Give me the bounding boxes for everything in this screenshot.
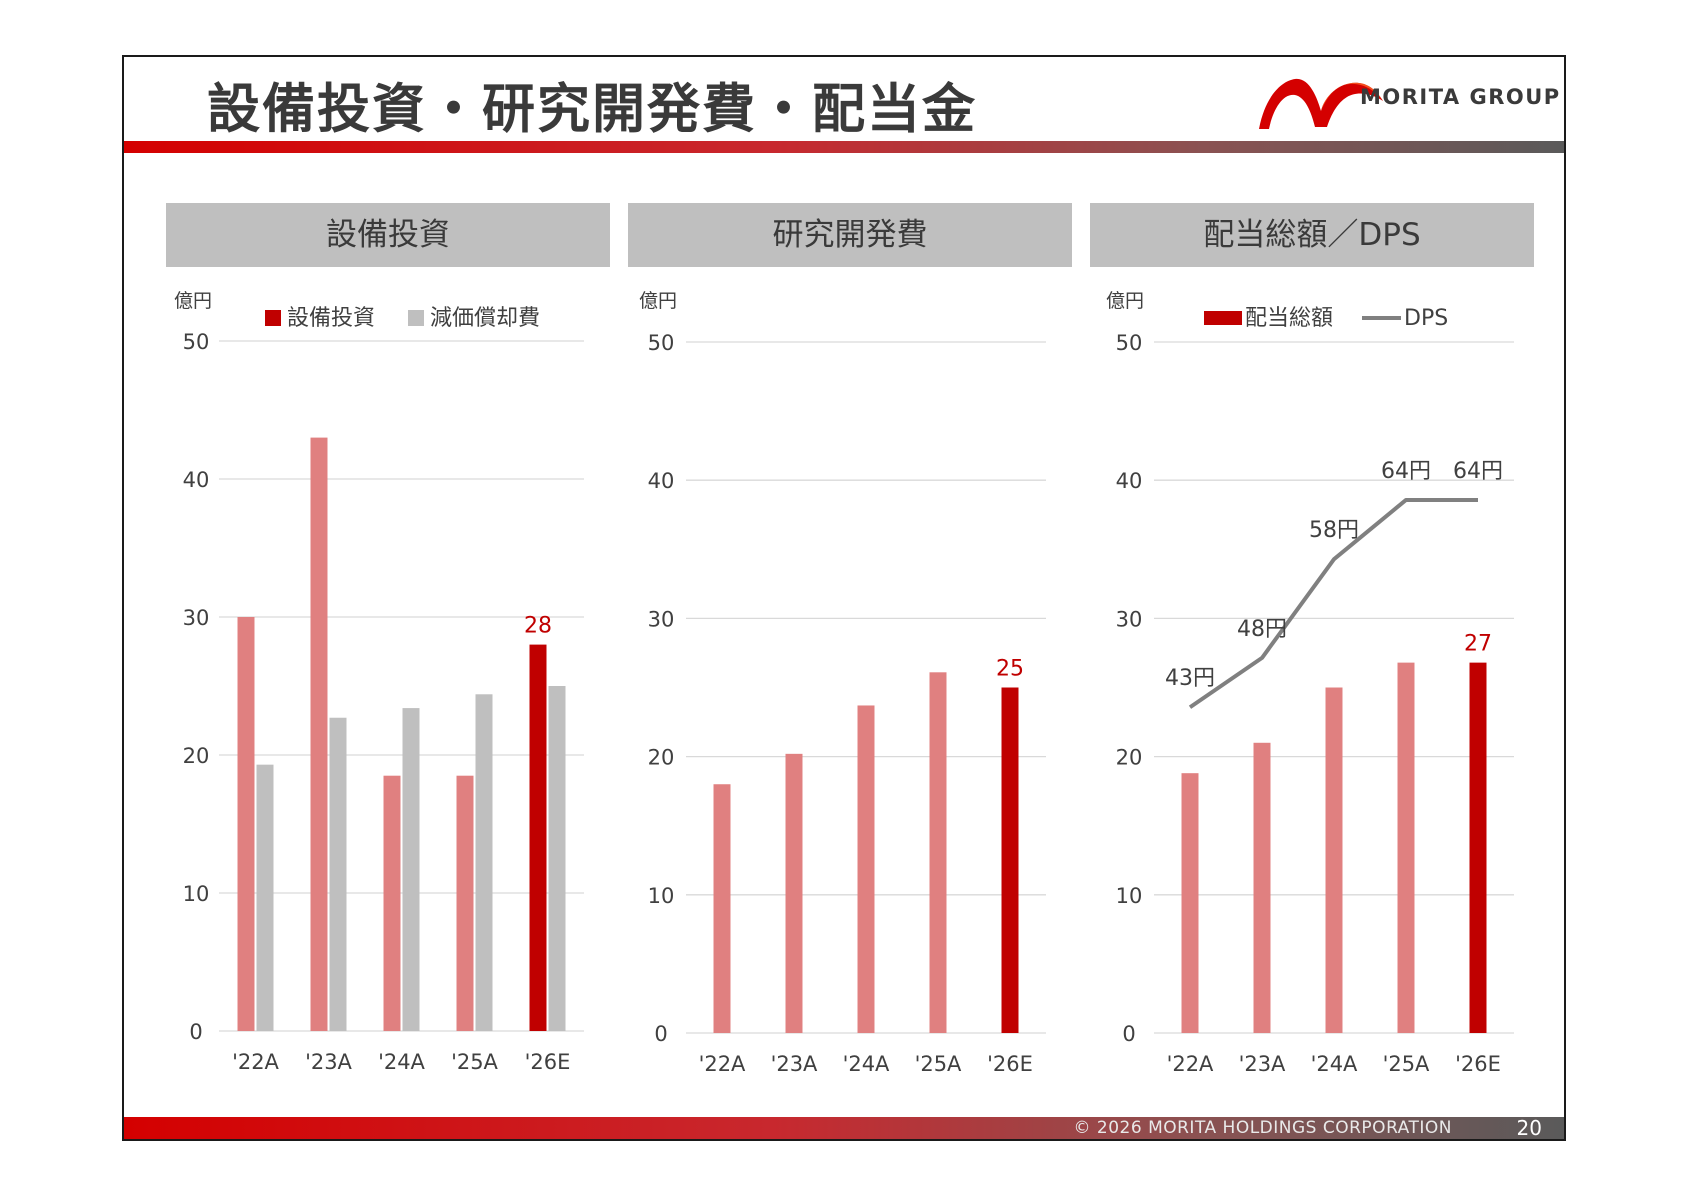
panel-header-rd: 研究開発費	[628, 203, 1072, 267]
chart0-y-tick-label: 20	[183, 744, 210, 768]
chart0-bar-s1-2	[402, 708, 420, 1031]
chart1-y-tick-label: 20	[648, 746, 675, 770]
chart0-bar-s1-3	[475, 694, 493, 1031]
chart1-x-tick-label: '26E	[987, 1052, 1033, 1076]
chart2-data-label: 27	[1464, 632, 1492, 657]
chart0-bar-s1-0	[256, 764, 274, 1031]
chart2-x-tick-label: '22A	[1167, 1052, 1214, 1076]
chart2-legend-label-dps: DPS	[1404, 306, 1448, 331]
chart0-x-tick-label: '22A	[232, 1050, 279, 1074]
chart2-bar-s0-0	[1181, 773, 1199, 1033]
title-underline-bar	[124, 141, 1564, 153]
chart0-bar-s1-4	[548, 686, 566, 1031]
panel-header-capex: 設備投資	[166, 203, 610, 267]
panel-header-dividend: 配当総額／DPS	[1090, 203, 1534, 267]
charts-canvas: 0 10 20 30 40 50 億円 '22A '23A '24A '25A '26E 28 設備投資 減…	[174, 290, 1514, 1076]
chart1-x-tick-label: '25A	[915, 1052, 962, 1076]
chart2-y-tick-label: 30	[1116, 607, 1143, 631]
chart2-unit-label: 億円	[1106, 290, 1144, 312]
chart1-x-tick-label: '23A	[771, 1052, 818, 1076]
chart2-y-tick-label: 0	[1122, 1022, 1135, 1046]
chart0-y-tick-label: 0	[189, 1020, 202, 1044]
chart2-dps-label: 64円	[1381, 459, 1431, 484]
chart2-y-tick-label: 10	[1116, 884, 1143, 908]
chart2-dps-line	[1188, 497, 1478, 709]
chart2-x-tick-label: '26E	[1455, 1052, 1501, 1076]
chart0-x-tick-label: '26E	[525, 1050, 571, 1074]
chart0-x-tick-label: '25A	[451, 1050, 498, 1074]
chart1-bar-s0-1	[785, 753, 803, 1033]
chart1-data-label: 25	[996, 657, 1024, 682]
chart0-bar-s0-0	[237, 617, 255, 1031]
chart2-dps-label: 58円	[1309, 518, 1359, 543]
page-title: 設備投資・研究開発費・配当金	[207, 79, 977, 140]
chart0-data-label: 28	[524, 614, 552, 639]
chart1-y-tick-label: 10	[648, 884, 675, 908]
logo-text: MORITA GROUP	[1360, 85, 1561, 109]
chart2-bar-s0-1	[1253, 742, 1271, 1033]
chart1-bar-s0-2	[857, 705, 875, 1033]
chart2-y-tick-label: 20	[1116, 746, 1143, 770]
chart2-dps-label: 64円	[1453, 459, 1503, 484]
chart2-y-tick-label: 40	[1116, 469, 1143, 493]
chart2-x-tick-label: '25A	[1383, 1052, 1430, 1076]
chart2-legend-swatch-dividend	[1204, 311, 1242, 325]
chart2-dps-label: 43円	[1165, 666, 1215, 691]
chart0-legend-swatch-capex	[265, 310, 281, 326]
chart1-unit-label: 億円	[639, 290, 677, 312]
morita-logo-icon	[1259, 78, 1383, 129]
chart2-legend-label-dividend: 配当総額	[1245, 306, 1333, 331]
chart0-bar-s0-3	[456, 775, 474, 1031]
chart1-y-tick-label: 50	[648, 331, 675, 355]
page-number: 20	[1516, 1116, 1542, 1140]
slide: 設備投資・研究開発費・配当金 MORITA GROUP 設備投資 研究開発費 配…	[122, 55, 1566, 1141]
chart0-bar-s0-1	[310, 437, 328, 1032]
chart2-x-tick-label: '24A	[1311, 1052, 1358, 1076]
chart0-x-tick-label: '23A	[305, 1050, 352, 1074]
chart0-bar-s0-2	[383, 775, 401, 1031]
chart2-bar-s0-3	[1397, 662, 1415, 1033]
chart0-legend-label-depreciation: 減価償却費	[430, 306, 540, 331]
chart2-y-tick-label: 50	[1116, 331, 1143, 355]
chart0-y-tick-label: 40	[183, 468, 210, 492]
chart0-bar-s0-4	[529, 644, 547, 1031]
chart2-dps-label: 48円	[1237, 617, 1287, 642]
chart2-bar-s0-2	[1325, 687, 1343, 1033]
chart1-bar-s0-4	[1001, 687, 1019, 1033]
chart2-bar-s0-4	[1469, 662, 1487, 1033]
chart1-x-tick-label: '24A	[843, 1052, 890, 1076]
chart0-bar-s1-1	[329, 717, 347, 1031]
footer-bar	[124, 1117, 1564, 1139]
copyright-text: © 2026 MORITA HOLDINGS CORPORATION	[1073, 1118, 1452, 1138]
chart0-legend-label-capex: 設備投資	[287, 306, 375, 331]
chart1-bar-s0-3	[929, 672, 947, 1033]
chart1-x-tick-label: '22A	[699, 1052, 746, 1076]
chart1-bar-s0-0	[713, 784, 731, 1033]
chart0-legend-swatch-depreciation	[408, 310, 424, 326]
chart0-y-tick-label: 30	[183, 606, 210, 630]
chart0-unit-label: 億円	[174, 290, 212, 312]
chart1-y-tick-label: 0	[654, 1022, 667, 1046]
chart2-x-tick-label: '23A	[1239, 1052, 1286, 1076]
chart0-y-tick-label: 10	[183, 882, 210, 906]
chart0-y-tick-label: 50	[183, 330, 210, 354]
chart0-x-tick-label: '24A	[378, 1050, 425, 1074]
chart1-y-tick-label: 30	[648, 607, 675, 631]
chart1-y-tick-label: 40	[648, 469, 675, 493]
